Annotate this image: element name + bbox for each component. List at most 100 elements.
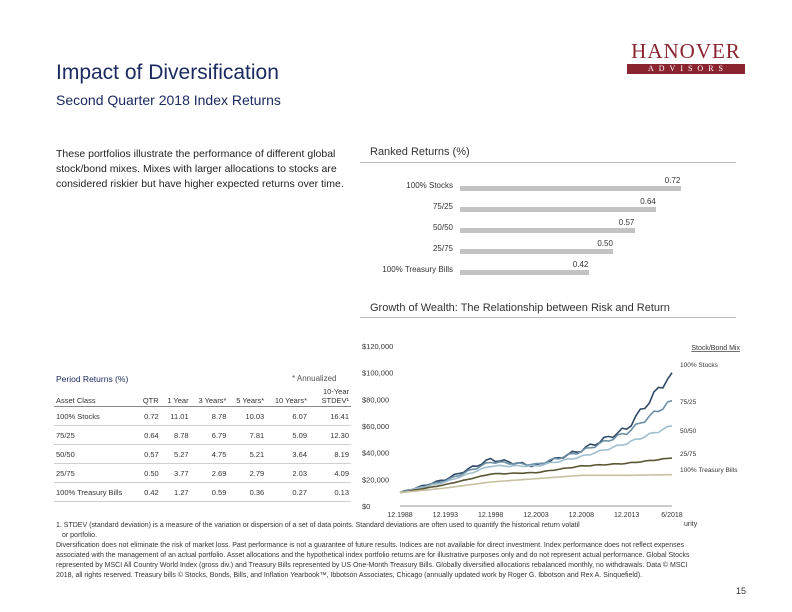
return-cell: 7.81 bbox=[228, 425, 267, 445]
ranked-bar-value: 0.50 bbox=[597, 239, 613, 248]
series-end-label: 50/50 bbox=[680, 428, 697, 435]
return-cell: 6.79 bbox=[190, 425, 229, 445]
growth-title-rule bbox=[360, 317, 736, 318]
table-row: 50/50 0.57 5.27 4.75 5.21 3.64 8.19 bbox=[54, 444, 351, 464]
return-cell: 5.21 bbox=[228, 444, 267, 464]
return-cell: 0.57 bbox=[137, 444, 161, 464]
return-cell: 5.27 bbox=[160, 444, 191, 464]
table-row: 25/75 0.50 3.77 2.69 2.79 2.03 4.09 bbox=[54, 463, 351, 483]
y-tick-label: $20,000 bbox=[362, 475, 389, 484]
table-row: 100% Stocks 0.72 11.01 8.78 10.03 6.07 16.41 bbox=[54, 406, 351, 426]
table-row: 100% Treasury Bills 0.42 1.27 0.59 0.36 0.27 0… bbox=[54, 482, 351, 502]
return-cell: 0.64 bbox=[137, 425, 161, 445]
return-cell: 6.07 bbox=[266, 406, 309, 426]
page-subtitle: Second Quarter 2018 Index Returns bbox=[56, 92, 281, 108]
period-returns-table: Asset Class QTR 1 Year 3 Years* 5 Years*… bbox=[54, 386, 351, 502]
return-cell: 0.42 bbox=[137, 482, 161, 502]
y-tick-label: $40,000 bbox=[362, 449, 389, 458]
x-tick-label: 12.2008 bbox=[569, 512, 594, 519]
hanover-advisors-logo: HANOVER ADVISORS bbox=[627, 40, 745, 74]
return-cell: 5.09 bbox=[266, 425, 309, 445]
footnote-1: 1. STDEV (standard deviation) is a measu… bbox=[56, 522, 580, 529]
column-header: 5 Years* bbox=[228, 386, 267, 407]
logo-tagline: ADVISORS bbox=[627, 64, 745, 74]
y-tick-label: $80,000 bbox=[362, 395, 389, 404]
series-end-label: 100% Stocks bbox=[680, 362, 719, 369]
return-cell: 12.30 bbox=[309, 425, 351, 445]
logo-name: HANOVER bbox=[631, 39, 741, 63]
page-number: 15 bbox=[736, 586, 747, 596]
return-cell: 3.77 bbox=[160, 463, 191, 483]
x-tick-label: 12.1988 bbox=[387, 512, 412, 519]
y-tick-label: $0 bbox=[362, 502, 370, 511]
return-cell: 8.78 bbox=[190, 406, 229, 426]
asset-class-cell: 50/50 bbox=[54, 444, 138, 464]
return-cell: 0.13 bbox=[309, 482, 351, 502]
ranked-bar-value: 0.57 bbox=[618, 218, 635, 227]
asset-class-cell: 100% Treasury Bills bbox=[54, 482, 138, 502]
y-tick-label: $100,000 bbox=[362, 369, 393, 378]
page-title: Impact of Diversification bbox=[56, 61, 279, 84]
ranked-bar-label: 50/50 bbox=[432, 223, 453, 232]
column-header: 10-Year STDEV¹ bbox=[309, 386, 351, 407]
return-cell: 4.09 bbox=[309, 463, 351, 483]
ranked-bar bbox=[460, 228, 635, 233]
return-cell: 2.03 bbox=[266, 463, 309, 483]
series-end-label: 75/25 bbox=[680, 399, 697, 406]
asset-class-cell: 75/25 bbox=[54, 425, 138, 445]
return-cell: 4.75 bbox=[190, 444, 229, 464]
ranked-bar-value: 0.72 bbox=[664, 176, 681, 185]
ranked-bar-value: 0.42 bbox=[572, 260, 589, 269]
x-tick-label: 12.1993 bbox=[433, 512, 458, 519]
disclaimer: Diversification does not eliminate the r… bbox=[56, 542, 690, 579]
ranked-returns-title: Ranked Returns (%) bbox=[370, 146, 470, 158]
ranked-bar-value: 0.64 bbox=[640, 197, 656, 206]
return-cell: 8.78 bbox=[160, 425, 191, 445]
ranked-title-rule bbox=[360, 162, 736, 163]
period-returns-title: Period Returns (%) bbox=[56, 374, 129, 384]
return-cell: 0.36 bbox=[228, 482, 267, 502]
x-tick-label: 12.2003 bbox=[523, 512, 548, 519]
asset-class-cell: 25/75 bbox=[54, 463, 138, 483]
column-header: 3 Years* bbox=[190, 386, 229, 407]
return-cell: 2.79 bbox=[228, 463, 267, 483]
ranked-bar-label: 25/75 bbox=[432, 244, 453, 253]
return-cell: 11.01 bbox=[160, 406, 191, 426]
ranked-bar-label: 75/25 bbox=[432, 202, 453, 211]
return-cell: 0.72 bbox=[137, 406, 161, 426]
y-tick-label: $120,000 bbox=[362, 342, 393, 351]
column-header: Asset Class bbox=[54, 386, 138, 407]
ranked-bar-label: 100% Treasury Bills bbox=[382, 265, 453, 274]
return-cell: 0.50 bbox=[137, 463, 161, 483]
growth-title: Growth of Wealth: The Relationship betwe… bbox=[370, 302, 670, 314]
return-cell: 1.27 bbox=[160, 482, 191, 502]
asset-class-cell: 100% Stocks bbox=[54, 406, 138, 426]
return-cell: 16.41 bbox=[309, 406, 351, 426]
series-end-label: 25/75 bbox=[680, 451, 697, 458]
footnote-1-tail: urity bbox=[684, 521, 698, 528]
series-line-25-75 bbox=[399, 457, 673, 494]
series-line-50-50 bbox=[399, 425, 673, 494]
ranked-bar bbox=[460, 207, 657, 212]
annualized-note: * Annualized bbox=[292, 374, 337, 383]
footnotes: 1. STDEV (standard deviation) is a measu… bbox=[56, 521, 696, 581]
column-header: 1 Year bbox=[160, 386, 191, 407]
ranked-bar-label: 100% Stocks bbox=[406, 181, 453, 190]
column-header: 10 Years* bbox=[266, 386, 309, 407]
legend-title: Stock/Bond Mix bbox=[691, 345, 740, 352]
series-line-100-treasury-bills bbox=[399, 473, 672, 494]
growth-of-wealth-chart: $120,000 $100,000 $80,000 $60,000 $40,000 $20… bbox=[362, 342, 740, 519]
return-cell: 2.69 bbox=[190, 463, 229, 483]
x-tick-label: 6/2018 bbox=[661, 512, 683, 519]
ranked-bar bbox=[460, 186, 681, 191]
y-tick-label: $60,000 bbox=[362, 422, 389, 431]
table-row: 75/25 0.64 8.78 6.79 7.81 5.09 12.30 bbox=[54, 425, 351, 445]
return-cell: 3.64 bbox=[266, 444, 309, 464]
return-cell: 0.59 bbox=[190, 482, 229, 502]
x-tick-label: 12.2013 bbox=[614, 512, 639, 519]
column-header: QTR bbox=[137, 386, 161, 407]
ranked-bar bbox=[460, 249, 614, 254]
footnote-1-continued: or portfolio. bbox=[62, 532, 98, 539]
intro-text: These portfolios illustrate the performa… bbox=[56, 148, 344, 190]
return-cell: 8.19 bbox=[309, 444, 351, 464]
